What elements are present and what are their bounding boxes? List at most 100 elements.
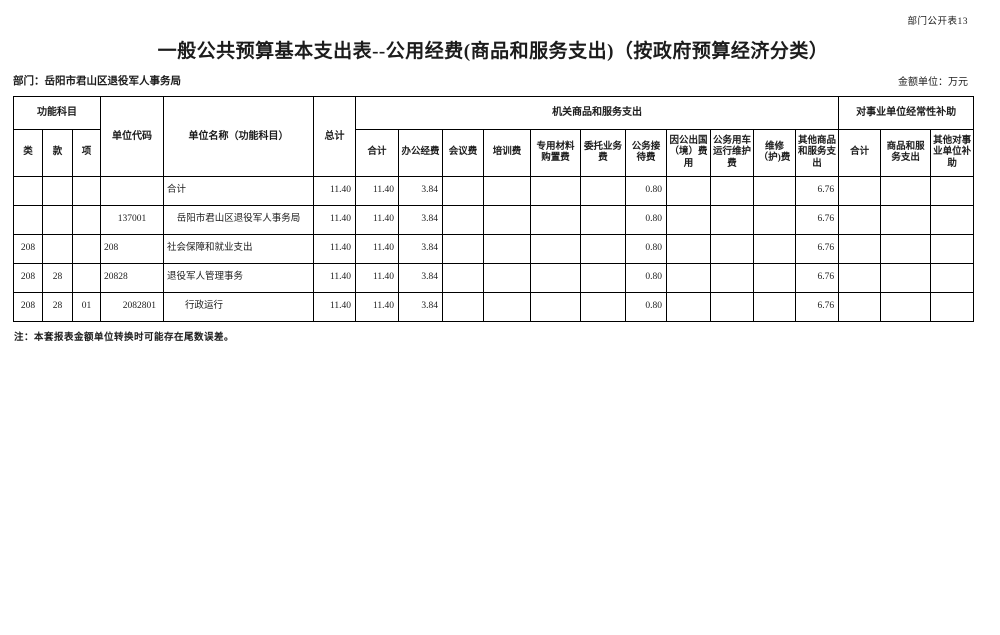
cell-vehicle-fee (710, 205, 754, 235)
cell-section (42, 234, 73, 264)
cell-repair-fee (753, 205, 796, 235)
cell-org-total: 11.40 (355, 176, 399, 206)
cell-entrust-fee (580, 234, 626, 264)
cell-materials-fee (530, 205, 581, 235)
table-header: 功能科目 单位代码 单位名称（功能科目） 总计 机关商品和服务支出 对事业单位经… (13, 96, 975, 177)
cell-meeting-fee (442, 234, 484, 264)
cell-abroad-fee (666, 205, 711, 235)
header-subsidy-group: 对事业单位经常性补助 (838, 96, 975, 130)
cell-repair-fee (753, 263, 796, 293)
cell-meeting-fee (442, 263, 484, 293)
header-entrust-fee: 委托业务费 (580, 129, 626, 177)
cell-materials-fee (530, 263, 581, 293)
cell-grand-total: 11.40 (313, 205, 356, 235)
cell-subsidy-goods (880, 205, 932, 235)
cell-meeting-fee (442, 205, 484, 235)
cell-org-total: 11.40 (355, 292, 399, 322)
cell-class (13, 176, 43, 206)
cell-class: 208 (13, 263, 43, 293)
cell-office-expense: 3.84 (398, 176, 443, 206)
cell-grand-total: 11.40 (313, 263, 356, 293)
cell-training-fee (483, 263, 531, 293)
cell-item (72, 205, 101, 235)
header-org-goods-group: 机关商品和服务支出 (354, 96, 840, 130)
cell-office-expense: 3.84 (398, 205, 443, 235)
cell-org-other: 6.76 (794, 263, 840, 293)
cell-repair-fee (753, 234, 796, 264)
cell-subsidy-goods (880, 234, 932, 264)
cell-repair-fee (753, 176, 796, 206)
header-row-groups: 功能科目 单位代码 单位名称（功能科目） 总计 机关商品和服务支出 对事业单位经… (13, 96, 975, 177)
header-repair-fee: 维修（护)费 (753, 129, 796, 177)
amount-unit-label: 金额单位：万元 (898, 77, 968, 88)
cell-vehicle-fee (710, 176, 754, 206)
cell-office-expense: 3.84 (398, 292, 443, 322)
cell-subsidy-total (838, 263, 882, 293)
cell-org-other: 6.76 (794, 234, 840, 264)
cell-subsidy-total (838, 292, 882, 322)
cell-subsidy-other (930, 205, 975, 235)
cell-class (13, 205, 43, 235)
cell-meeting-fee (442, 292, 484, 322)
cell-materials-fee (530, 234, 581, 264)
cell-unit-name: 合计 (163, 176, 314, 206)
header-org-other: 其他商品和服务支出 (794, 129, 840, 177)
table-row: 137001 岳阳市君山区退役军人事务局 11.40 11.40 3.84 0.80 6.7… (13, 205, 975, 235)
header-abroad-fee: 因公出国（境）费用 (666, 129, 711, 177)
budget-table: 功能科目 单位代码 单位名称（功能科目） 总计 机关商品和服务支出 对事业单位经… (13, 96, 975, 322)
cell-subsidy-other (930, 263, 975, 293)
cell-entrust-fee (580, 205, 626, 235)
cell-reception-fee: 0.80 (625, 176, 667, 206)
header-reception-fee: 公务接待费 (625, 129, 667, 177)
header-unit-code: 单位代码 (100, 96, 164, 177)
cell-org-total: 11.40 (355, 234, 399, 264)
header-training-fee: 培训费 (483, 129, 531, 177)
cell-vehicle-fee (710, 234, 754, 264)
table-row: 208 208 社会保障和就业支出 11.40 11.40 3.84 0.80 6.76 (13, 234, 975, 264)
header-function-group: 功能科目 (13, 96, 101, 130)
cell-unit-name: 岳阳市君山区退役军人事务局 (163, 205, 314, 235)
cell-org-total: 11.40 (355, 263, 399, 293)
cell-unit-name: 社会保障和就业支出 (163, 234, 314, 264)
cell-abroad-fee (666, 292, 711, 322)
cell-unit-code: 208 (100, 234, 164, 264)
cell-subsidy-other (930, 292, 975, 322)
header-subsidy-total: 合计 (838, 129, 882, 177)
header-office-expense: 办公经费 (398, 129, 443, 177)
cell-section (42, 176, 73, 206)
cell-unit-name: 行政运行 (163, 292, 314, 322)
cell-office-expense: 3.84 (398, 263, 443, 293)
department-label: 部门：岳阳市君山区退役军人事务局 (13, 76, 181, 87)
cell-subsidy-total (838, 176, 882, 206)
header-org-total: 合计 (355, 129, 399, 177)
cell-grand-total: 11.40 (313, 176, 356, 206)
header-unit-name: 单位名称（功能科目） (163, 96, 314, 177)
cell-subsidy-total (838, 234, 882, 264)
cell-class: 208 (13, 234, 43, 264)
cell-training-fee (483, 176, 531, 206)
header-materials-fee: 专用材料购置费 (530, 129, 581, 177)
cell-org-other: 6.76 (794, 205, 840, 235)
cell-repair-fee (753, 292, 796, 322)
cell-abroad-fee (666, 176, 711, 206)
cell-unit-code: 20828 (100, 263, 164, 293)
header-class: 类 (13, 129, 43, 177)
cell-org-other: 6.76 (794, 292, 840, 322)
cell-reception-fee: 0.80 (625, 263, 667, 293)
cell-entrust-fee (580, 176, 626, 206)
header-section: 款 (42, 129, 73, 177)
cell-item (72, 234, 101, 264)
header-subsidy-goods: 商品和服务支出 (880, 129, 932, 177)
page-title: 一般公共预算基本支出表--公用经费(商品和服务支出)（按政府预算经济分类） (157, 41, 829, 62)
cell-subsidy-other (930, 176, 975, 206)
cell-item (72, 176, 101, 206)
cell-unit-code (100, 176, 164, 206)
cell-item (72, 263, 101, 293)
table-row: 合计 11.40 11.40 3.84 0.80 6.76 (13, 176, 975, 206)
form-number-label: 部门公开表13 (907, 17, 968, 27)
cell-subsidy-goods (880, 292, 932, 322)
cell-item: 01 (72, 292, 101, 322)
cell-entrust-fee (580, 263, 626, 293)
table-body: 合计 11.40 11.40 3.84 0.80 6.76 137001 岳阳市君山区退役军人… (13, 176, 975, 322)
